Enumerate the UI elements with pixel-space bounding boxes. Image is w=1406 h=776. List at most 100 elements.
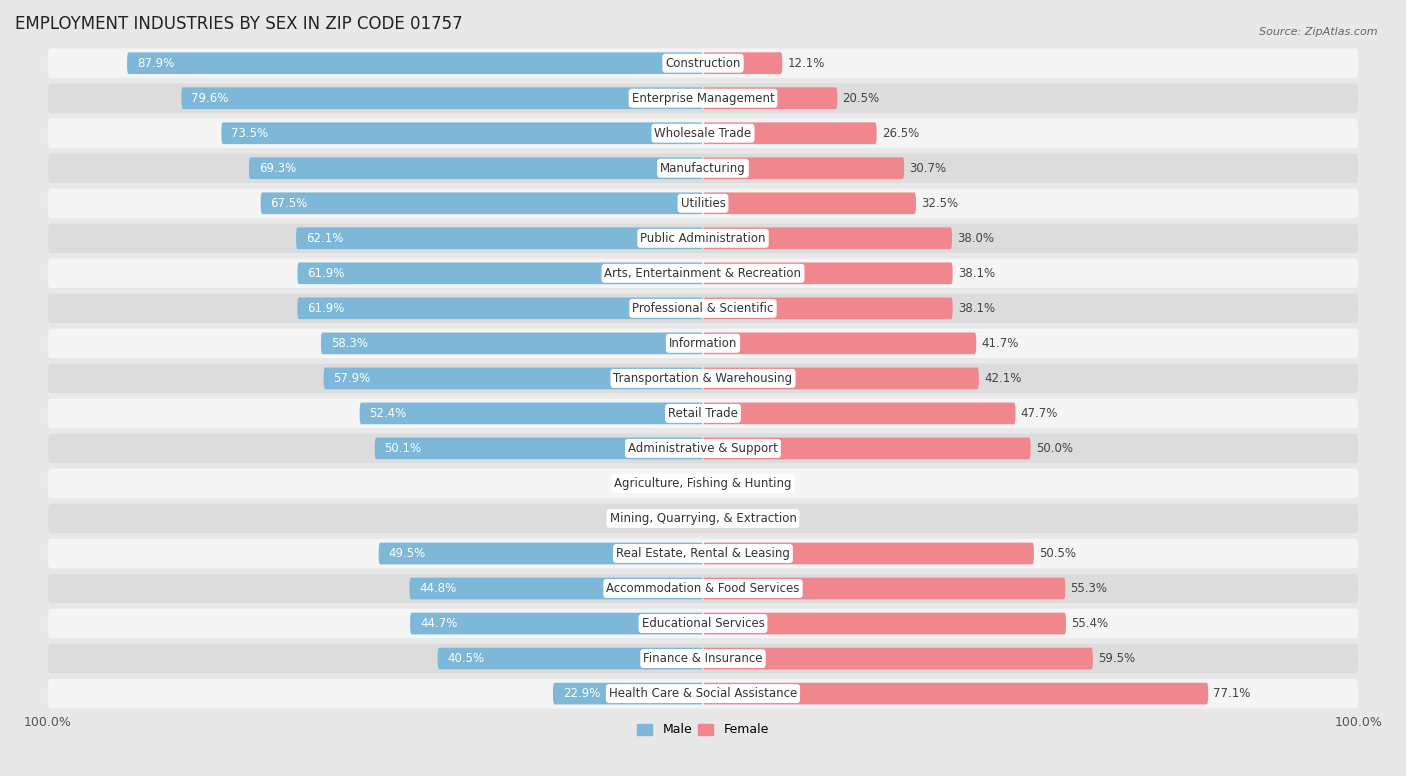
FancyBboxPatch shape <box>703 577 1066 599</box>
Text: 50.1%: 50.1% <box>385 442 422 455</box>
FancyBboxPatch shape <box>703 403 1015 424</box>
Text: Enterprise Management: Enterprise Management <box>631 92 775 105</box>
Text: Information: Information <box>669 337 737 350</box>
FancyBboxPatch shape <box>298 297 703 319</box>
FancyBboxPatch shape <box>48 504 1358 533</box>
FancyBboxPatch shape <box>703 88 838 109</box>
FancyBboxPatch shape <box>703 438 1031 459</box>
Text: 79.6%: 79.6% <box>191 92 229 105</box>
Text: 22.9%: 22.9% <box>562 687 600 700</box>
Text: 67.5%: 67.5% <box>270 197 308 210</box>
FancyBboxPatch shape <box>48 679 1358 708</box>
FancyBboxPatch shape <box>409 577 703 599</box>
FancyBboxPatch shape <box>703 683 1208 705</box>
FancyBboxPatch shape <box>703 613 1066 635</box>
Legend: Male, Female: Male, Female <box>633 719 773 741</box>
Text: Arts, Entertainment & Recreation: Arts, Entertainment & Recreation <box>605 267 801 280</box>
FancyBboxPatch shape <box>375 438 703 459</box>
Text: 52.4%: 52.4% <box>370 407 406 420</box>
FancyBboxPatch shape <box>48 399 1358 428</box>
Text: EMPLOYMENT INDUSTRIES BY SEX IN ZIP CODE 01757: EMPLOYMENT INDUSTRIES BY SEX IN ZIP CODE… <box>15 15 463 33</box>
FancyBboxPatch shape <box>48 364 1358 393</box>
Text: Health Care & Social Assistance: Health Care & Social Assistance <box>609 687 797 700</box>
FancyBboxPatch shape <box>48 609 1358 638</box>
Text: Educational Services: Educational Services <box>641 617 765 630</box>
Text: 69.3%: 69.3% <box>259 161 297 175</box>
Text: 55.4%: 55.4% <box>1071 617 1108 630</box>
FancyBboxPatch shape <box>703 52 782 74</box>
FancyBboxPatch shape <box>48 223 1358 253</box>
FancyBboxPatch shape <box>703 262 953 284</box>
Text: Construction: Construction <box>665 57 741 70</box>
Text: 0.0%: 0.0% <box>664 512 693 525</box>
Text: Wholesale Trade: Wholesale Trade <box>654 126 752 140</box>
Text: 41.7%: 41.7% <box>981 337 1019 350</box>
FancyBboxPatch shape <box>48 48 1358 78</box>
FancyBboxPatch shape <box>181 88 703 109</box>
Text: 20.5%: 20.5% <box>842 92 880 105</box>
Text: 61.9%: 61.9% <box>308 267 344 280</box>
FancyBboxPatch shape <box>378 542 703 564</box>
Text: Finance & Insurance: Finance & Insurance <box>644 652 762 665</box>
Text: Manufacturing: Manufacturing <box>661 161 745 175</box>
FancyBboxPatch shape <box>48 434 1358 463</box>
Text: 44.8%: 44.8% <box>419 582 457 595</box>
FancyBboxPatch shape <box>437 648 703 670</box>
Text: 0.0%: 0.0% <box>664 477 693 490</box>
Text: 57.9%: 57.9% <box>333 372 371 385</box>
Text: 50.0%: 50.0% <box>1036 442 1073 455</box>
FancyBboxPatch shape <box>297 227 703 249</box>
FancyBboxPatch shape <box>360 403 703 424</box>
Text: Retail Trade: Retail Trade <box>668 407 738 420</box>
Text: 49.5%: 49.5% <box>388 547 426 560</box>
FancyBboxPatch shape <box>703 332 976 354</box>
Text: 50.5%: 50.5% <box>1039 547 1076 560</box>
Text: 44.7%: 44.7% <box>420 617 457 630</box>
Text: 38.1%: 38.1% <box>957 267 995 280</box>
FancyBboxPatch shape <box>260 192 703 214</box>
FancyBboxPatch shape <box>703 123 876 144</box>
FancyBboxPatch shape <box>48 293 1358 323</box>
Text: 77.1%: 77.1% <box>1213 687 1251 700</box>
FancyBboxPatch shape <box>298 262 703 284</box>
FancyBboxPatch shape <box>48 84 1358 113</box>
FancyBboxPatch shape <box>48 119 1358 148</box>
FancyBboxPatch shape <box>48 539 1358 568</box>
FancyBboxPatch shape <box>703 192 915 214</box>
Text: Public Administration: Public Administration <box>640 232 766 244</box>
FancyBboxPatch shape <box>127 52 703 74</box>
Text: 26.5%: 26.5% <box>882 126 920 140</box>
Text: 42.1%: 42.1% <box>984 372 1022 385</box>
FancyBboxPatch shape <box>323 368 703 390</box>
Text: Source: ZipAtlas.com: Source: ZipAtlas.com <box>1260 27 1378 37</box>
FancyBboxPatch shape <box>221 123 703 144</box>
Text: Mining, Quarrying, & Extraction: Mining, Quarrying, & Extraction <box>610 512 796 525</box>
Text: 30.7%: 30.7% <box>910 161 946 175</box>
FancyBboxPatch shape <box>703 648 1092 670</box>
FancyBboxPatch shape <box>48 329 1358 358</box>
Text: Transportation & Warehousing: Transportation & Warehousing <box>613 372 793 385</box>
Text: 38.1%: 38.1% <box>957 302 995 315</box>
FancyBboxPatch shape <box>48 154 1358 183</box>
FancyBboxPatch shape <box>703 368 979 390</box>
Text: 59.5%: 59.5% <box>1098 652 1135 665</box>
Text: Agriculture, Fishing & Hunting: Agriculture, Fishing & Hunting <box>614 477 792 490</box>
FancyBboxPatch shape <box>48 644 1358 674</box>
Text: 73.5%: 73.5% <box>231 126 269 140</box>
FancyBboxPatch shape <box>703 227 952 249</box>
Text: 58.3%: 58.3% <box>330 337 368 350</box>
FancyBboxPatch shape <box>703 542 1033 564</box>
Text: 12.1%: 12.1% <box>787 57 825 70</box>
FancyBboxPatch shape <box>48 189 1358 218</box>
Text: 32.5%: 32.5% <box>921 197 959 210</box>
Text: 0.0%: 0.0% <box>713 512 742 525</box>
FancyBboxPatch shape <box>249 158 703 179</box>
FancyBboxPatch shape <box>703 158 904 179</box>
Text: 62.1%: 62.1% <box>307 232 343 244</box>
Text: 40.5%: 40.5% <box>447 652 485 665</box>
Text: 0.0%: 0.0% <box>713 477 742 490</box>
FancyBboxPatch shape <box>703 297 953 319</box>
Text: 38.0%: 38.0% <box>957 232 994 244</box>
Text: Professional & Scientific: Professional & Scientific <box>633 302 773 315</box>
FancyBboxPatch shape <box>48 573 1358 603</box>
